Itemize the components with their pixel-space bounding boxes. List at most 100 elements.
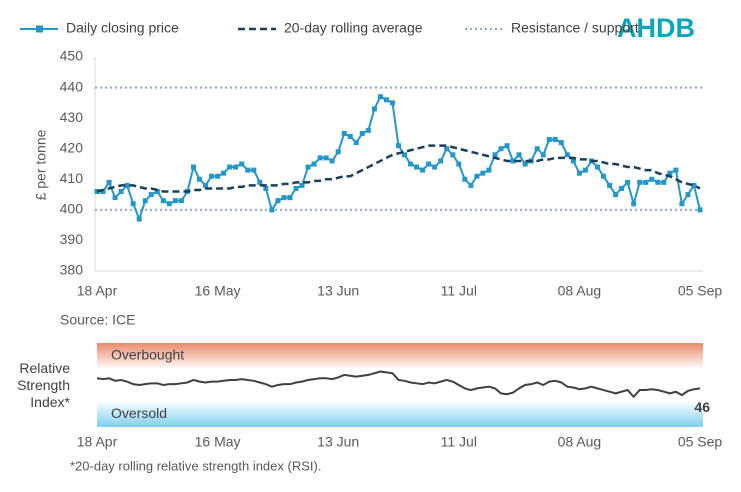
x-tick-label: 11 Jul	[441, 434, 477, 450]
point	[118, 189, 124, 195]
point	[227, 164, 233, 170]
point	[197, 176, 203, 182]
point	[408, 161, 414, 167]
y-tick-label: 400	[60, 201, 84, 217]
source: Source: ICE	[60, 312, 135, 328]
logo: AHDB	[617, 13, 695, 43]
point	[251, 167, 257, 173]
point	[679, 201, 685, 207]
point	[317, 155, 323, 161]
point	[619, 185, 625, 191]
point	[486, 167, 492, 173]
point	[359, 130, 365, 136]
point	[154, 189, 160, 195]
point	[637, 179, 643, 185]
point	[516, 152, 522, 158]
zone-label: Overbought	[111, 346, 184, 362]
point	[498, 146, 504, 152]
point	[540, 152, 546, 158]
point	[377, 94, 383, 100]
point	[221, 170, 227, 176]
point	[552, 137, 558, 143]
point	[444, 146, 450, 152]
point	[480, 170, 486, 176]
point	[432, 164, 438, 170]
point	[655, 179, 661, 185]
point	[160, 198, 166, 204]
x-tick-label: 11 Jul	[441, 283, 477, 299]
x-tick-label: 16 May	[195, 283, 241, 299]
x-tick-label: 18 Apr	[77, 434, 118, 450]
point	[504, 143, 510, 149]
point	[233, 164, 239, 170]
point	[420, 167, 426, 173]
point	[625, 179, 631, 185]
point	[148, 192, 154, 198]
point	[190, 164, 196, 170]
footnote: *20-day rolling relative strength index …	[70, 458, 321, 473]
y-tick-label: 380	[60, 262, 84, 278]
point	[468, 182, 474, 188]
x-tick-label: 08 Aug	[558, 283, 602, 299]
point	[396, 143, 401, 149]
y-tick-label: 440	[60, 78, 84, 94]
point	[462, 176, 468, 182]
point	[323, 155, 329, 161]
point	[534, 146, 540, 152]
point	[305, 164, 311, 170]
point	[329, 158, 335, 164]
x-tick-label: 05 Sep	[678, 434, 723, 450]
point	[100, 189, 106, 195]
point	[136, 216, 142, 222]
point	[607, 182, 613, 188]
point	[673, 167, 679, 173]
legend-label: Resistance / support	[511, 20, 639, 36]
point	[130, 201, 136, 207]
point	[691, 182, 697, 188]
point	[257, 179, 263, 185]
point	[365, 127, 371, 133]
point	[299, 182, 305, 188]
point	[414, 164, 420, 170]
point	[389, 100, 395, 106]
point	[601, 173, 607, 179]
point	[383, 97, 389, 103]
point	[263, 185, 269, 191]
y-tick-label: 410	[60, 170, 84, 186]
point	[576, 170, 582, 176]
point	[353, 140, 359, 146]
point	[649, 176, 655, 182]
point	[371, 106, 377, 112]
legend-label: 20-day rolling average	[284, 20, 423, 36]
zone-label: Oversold	[111, 405, 167, 421]
y-axis-label: £ per tonne	[33, 129, 49, 200]
x-tick-label: 13 Jun	[317, 434, 359, 450]
point	[245, 167, 251, 173]
point	[667, 170, 673, 176]
x-tick-label: 08 Aug	[558, 434, 602, 450]
point	[558, 140, 564, 146]
point	[643, 179, 649, 185]
point	[613, 192, 619, 198]
x-tick-label: 16 May	[195, 434, 241, 450]
point	[166, 201, 172, 207]
point	[697, 207, 703, 213]
x-tick-label: 13 Jun	[317, 283, 359, 299]
zone	[97, 401, 703, 427]
point	[287, 195, 293, 201]
point	[281, 195, 287, 201]
point	[239, 161, 245, 167]
point	[178, 198, 184, 204]
point	[172, 198, 178, 204]
point	[275, 198, 281, 204]
zone	[97, 343, 703, 369]
series-line	[97, 95, 701, 222]
point	[347, 133, 353, 139]
point	[582, 167, 588, 173]
point	[661, 179, 667, 185]
x-tick-label: 18 Apr	[77, 283, 118, 299]
series-line	[96, 144, 701, 193]
point	[456, 161, 462, 167]
point	[124, 182, 130, 188]
point	[335, 149, 341, 155]
